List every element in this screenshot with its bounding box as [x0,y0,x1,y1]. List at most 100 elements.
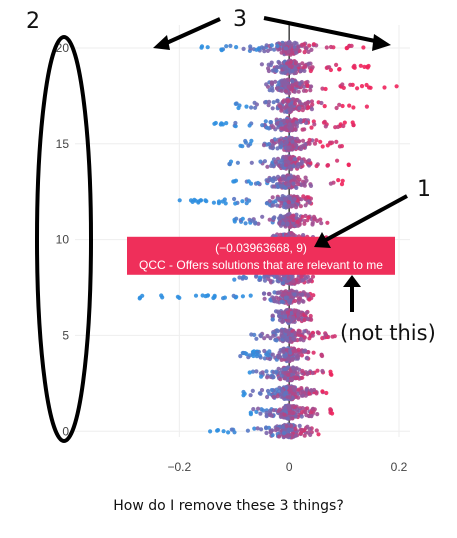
data-point [267,391,272,396]
data-point [222,197,227,202]
annotation-label-2: 2 [26,9,40,34]
data-point [271,375,276,380]
data-point [177,295,182,300]
data-point [323,86,328,92]
data-point [351,122,356,128]
data-point [303,159,308,164]
data-point [307,200,312,205]
data-point [269,163,274,168]
data-point [248,293,253,298]
data-point [285,159,290,164]
data-point [314,428,319,433]
data-point [325,163,330,168]
data-point [265,375,270,380]
data-point [292,309,298,314]
data-point [231,293,236,298]
data-point [270,203,276,208]
data-point [258,334,264,339]
data-point [305,316,310,322]
data-point [298,69,303,74]
data-point [256,406,261,411]
data-point [227,161,232,167]
data-point [288,196,293,201]
hover-tooltip-coords: (−0.03963668, 9) [215,241,307,255]
data-point [286,365,291,370]
data-point [308,68,313,74]
data-point [273,79,278,84]
data-point [269,388,274,393]
data-point [268,336,273,341]
data-point [240,350,245,356]
data-point [312,141,318,146]
data-point [312,122,317,127]
data-point [285,61,290,66]
data-point [295,174,300,179]
annotation-arrow-left [161,17,221,47]
data-point [261,143,267,148]
data-point [215,428,221,433]
data-point [292,292,297,297]
data-point [300,61,305,66]
annotation-arrowhead-1 [314,232,331,248]
data-point [279,121,284,126]
data-point [249,138,254,143]
data-point [265,394,270,400]
data-point [285,310,290,315]
data-point [293,142,298,147]
data-point [300,368,305,374]
data-point [292,197,297,202]
data-point [279,328,284,333]
data-point [292,157,297,162]
data-point [303,175,308,180]
data-point [301,182,307,187]
data-point [275,146,280,151]
data-point [319,100,324,106]
data-point [260,214,265,219]
data-point [266,62,271,67]
data-point [315,368,320,373]
data-point [325,220,330,225]
data-point [264,414,269,419]
data-point [289,104,294,109]
data-point [299,427,304,432]
data-point [290,365,296,370]
data-point [221,429,226,434]
data-point [275,329,280,334]
data-point [259,45,264,50]
data-point [286,176,291,181]
data-point [286,356,291,362]
data-point [276,409,281,414]
data-point [337,102,342,107]
data-point [279,200,284,206]
data-point [203,198,208,203]
data-point [282,412,287,417]
data-point [289,100,294,105]
data-point [280,81,285,86]
data-point [282,314,287,320]
data-point [277,354,282,359]
data-point [264,426,269,431]
data-point [137,296,142,301]
data-point [293,375,299,380]
data-point [278,377,283,382]
data-point [270,313,275,318]
data-point [318,139,323,144]
annotation-label-3: 3 [233,7,247,32]
data-point [340,178,345,183]
y-tick-label: 20 [56,41,70,55]
data-point [291,203,296,208]
annotation-arrowhead-left [153,35,170,50]
data-point [232,196,237,202]
data-point [300,409,305,414]
data-point [319,352,324,358]
data-point [290,232,295,237]
data-point [233,124,238,129]
data-point [332,334,337,339]
data-point [205,293,210,298]
y-tick-label: 5 [62,328,69,342]
data-point [292,40,297,46]
data-point [307,278,312,283]
data-point [286,145,291,151]
data-point [286,204,292,209]
data-point [328,181,333,186]
